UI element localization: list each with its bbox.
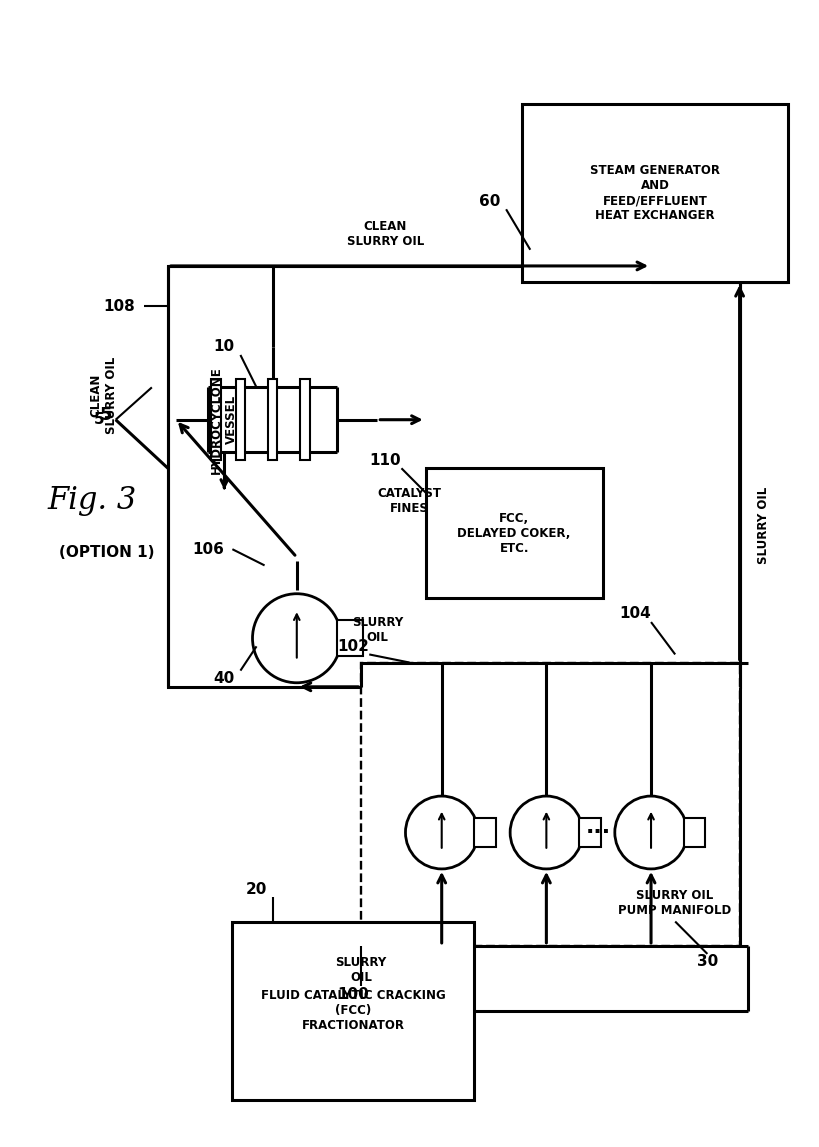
Text: 106: 106 <box>192 541 224 556</box>
Text: 100: 100 <box>337 986 369 1001</box>
Text: Fig. 3: Fig. 3 <box>48 485 137 516</box>
Circle shape <box>510 796 582 869</box>
Text: 5: 5 <box>94 412 105 427</box>
Text: 30: 30 <box>697 954 718 969</box>
Text: CATALYST
FINES: CATALYST FINES <box>378 486 441 515</box>
Text: FCC,
DELAYED COKER,
ETC.: FCC, DELAYED COKER, ETC. <box>458 512 571 554</box>
Text: SLURRY OIL
PUMP MANIFOLD: SLURRY OIL PUMP MANIFOLD <box>618 889 731 918</box>
Text: (OPTION 1): (OPTION 1) <box>59 545 155 561</box>
Text: 104: 104 <box>619 607 651 622</box>
Bar <box>337 621 363 656</box>
Bar <box>361 663 740 946</box>
Text: 20: 20 <box>246 882 267 897</box>
Bar <box>268 380 278 460</box>
Bar <box>168 266 740 687</box>
Text: SLURRY OIL: SLURRY OIL <box>758 486 770 563</box>
Text: 102: 102 <box>337 639 369 654</box>
Circle shape <box>405 796 478 869</box>
Text: 110: 110 <box>369 453 401 468</box>
Bar <box>300 380 310 460</box>
Text: SLURRY
OIL: SLURRY OIL <box>351 616 403 645</box>
Bar <box>236 380 245 460</box>
Text: ···: ··· <box>586 822 611 843</box>
Text: FLUID CATALYTIC CRACKING
(FCC)
FRACTIONATOR: FLUID CATALYTIC CRACKING (FCC) FRACTIONA… <box>260 989 446 1032</box>
Text: 108: 108 <box>104 299 135 314</box>
Text: 40: 40 <box>214 671 235 686</box>
Bar <box>233 921 474 1100</box>
Bar <box>579 818 600 848</box>
Text: STEAM GENERATOR
AND
FEED/EFFLUENT
HEAT EXCHANGER: STEAM GENERATOR AND FEED/EFFLUENT HEAT E… <box>590 164 720 223</box>
Circle shape <box>615 796 687 869</box>
Bar <box>684 818 705 848</box>
Circle shape <box>252 594 341 682</box>
Text: HYDROCYCLONE
VESSEL: HYDROCYCLONE VESSEL <box>210 366 238 474</box>
Bar <box>211 380 221 460</box>
Text: 10: 10 <box>214 340 235 354</box>
Text: CLEAN
SLURRY OIL: CLEAN SLURRY OIL <box>346 219 424 248</box>
Bar <box>474 818 496 848</box>
Bar <box>523 104 788 282</box>
Text: 5: 5 <box>100 406 112 423</box>
Text: 60: 60 <box>479 194 500 209</box>
Bar <box>426 468 603 598</box>
Text: CLEAN
SLURRY OIL: CLEAN SLURRY OIL <box>89 357 118 434</box>
Text: SLURRY
OIL: SLURRY OIL <box>336 957 387 984</box>
